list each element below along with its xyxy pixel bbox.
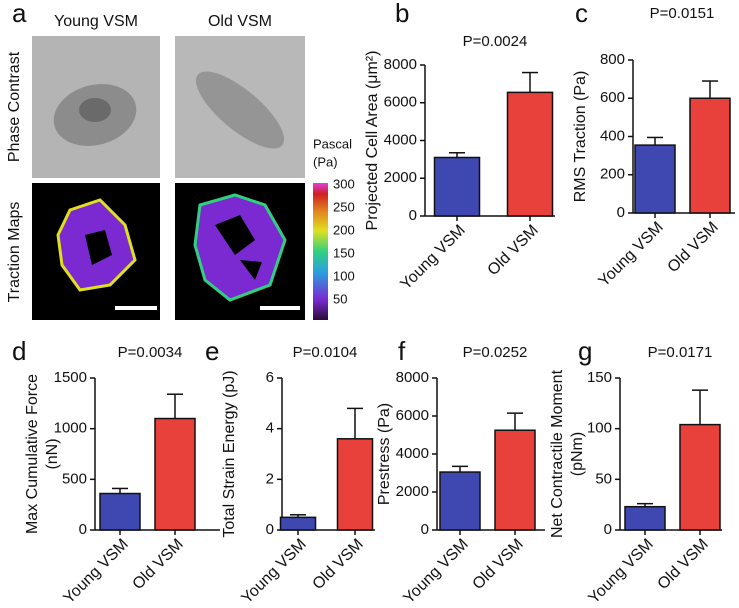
y-tick-label: 0: [617, 204, 625, 221]
x-tick-label: Young VSM: [585, 536, 656, 607]
colorbar-tick-label: 200: [333, 222, 355, 237]
bar: [506, 91, 554, 217]
y-tick-label: 1500: [54, 369, 87, 386]
y-tick-label: 100: [587, 420, 612, 437]
y-tick-label: 0: [266, 521, 274, 538]
phase-image: [175, 36, 305, 178]
y-tick-label: 6: [266, 369, 274, 386]
chart-title: P=0.0024: [463, 33, 528, 50]
y-tick-label: 800: [600, 51, 625, 68]
x-tick-label: Old VSM: [665, 219, 722, 276]
colorbar-tick-label: 150: [333, 245, 355, 260]
row-label: Phase Contrast: [6, 51, 23, 162]
column-label: Old VSM: [208, 13, 272, 30]
x-tick-label: Old VSM: [470, 536, 527, 593]
traction-map: [32, 183, 160, 320]
y-tick-label: 200: [600, 166, 625, 183]
y-axis-label: (pNm): [569, 432, 586, 476]
bar: [433, 156, 481, 217]
chart-title: P=0.0151: [650, 5, 715, 22]
y-axis-label: Total Strain Energy (pJ): [221, 370, 238, 537]
y-axis-label: (nN): [44, 438, 61, 469]
y-tick-label: 4000: [396, 445, 429, 462]
bar: [99, 492, 141, 531]
colorbar-title: Pascal: [313, 136, 352, 151]
y-tick-label: 6000: [396, 407, 429, 424]
column-label: Young VSM: [54, 13, 138, 30]
row-label: Traction Maps: [6, 202, 23, 303]
y-axis-label: Projected Cell Area (μm²): [364, 51, 381, 231]
y-tick-label: 4000: [384, 131, 417, 148]
y-tick-label: 0: [409, 207, 417, 224]
phase-image: [32, 36, 160, 178]
y-tick-label: 0: [421, 521, 429, 538]
y-tick-label: 1000: [54, 420, 87, 437]
y-tick-label: 2000: [384, 169, 417, 186]
y-tick-label: 400: [600, 127, 625, 144]
y-tick-label: 0: [79, 521, 87, 538]
x-tick-label: Young VSM: [60, 536, 131, 607]
y-tick-label: 8000: [396, 369, 429, 386]
x-tick-label: Young VSM: [397, 222, 468, 293]
chart-title: P=0.0104: [293, 344, 358, 361]
x-tick-label: Old VSM: [130, 536, 187, 593]
panel-letter: a: [12, 0, 27, 28]
x-tick-label: Young VSM: [238, 536, 309, 607]
bar: [336, 438, 374, 531]
x-tick-label: Old VSM: [310, 536, 367, 593]
bar: [279, 516, 317, 531]
panel-letter: d: [12, 336, 26, 366]
bar: [439, 471, 481, 531]
y-tick-label: 8000: [384, 56, 417, 73]
colorbar: [313, 183, 328, 320]
chart-title: P=0.0034: [118, 344, 183, 361]
x-tick-label: Old VSM: [485, 222, 542, 279]
panel-letter: g: [578, 336, 592, 366]
panel-letter: c: [575, 0, 588, 28]
chart-title: P=0.0171: [648, 344, 713, 361]
y-tick-label: 0: [604, 521, 612, 538]
colorbar-tick-label: 100: [333, 268, 355, 283]
y-axis-label: RMS Traction (Pa): [572, 71, 589, 203]
panel-letter: b: [395, 0, 409, 28]
colorbar-title: (Pa): [313, 154, 338, 169]
bar: [689, 97, 731, 214]
panel-letter: f: [398, 336, 406, 366]
x-tick-label: Young VSM: [400, 536, 471, 607]
colorbar-tick-label: 50: [333, 291, 347, 306]
traction-map: [175, 183, 305, 320]
bar: [154, 417, 196, 531]
chart-title: P=0.0252: [463, 344, 528, 361]
bar: [634, 144, 676, 214]
y-axis-label: Max Cumulative Force: [24, 374, 41, 534]
bar: [624, 505, 666, 531]
y-tick-label: 2: [266, 470, 274, 487]
y-tick-label: 2000: [396, 483, 429, 500]
y-tick-label: 6000: [384, 94, 417, 111]
y-tick-label: 4: [266, 420, 274, 437]
x-tick-label: Old VSM: [655, 536, 712, 593]
colorbar-tick-label: 250: [333, 199, 355, 214]
bar: [494, 429, 536, 531]
bar: [679, 423, 721, 531]
y-tick-label: 150: [587, 369, 612, 386]
panel-letter: e: [205, 336, 219, 366]
x-tick-label: Young VSM: [595, 219, 666, 290]
y-axis-label: Prestress (Pa): [376, 403, 393, 505]
y-tick-label: 600: [600, 89, 625, 106]
y-axis-label: Net Contractile Moment: [549, 369, 566, 538]
y-tick-label: 50: [595, 470, 612, 487]
y-tick-label: 500: [62, 470, 87, 487]
colorbar-tick-label: 300: [333, 176, 355, 191]
